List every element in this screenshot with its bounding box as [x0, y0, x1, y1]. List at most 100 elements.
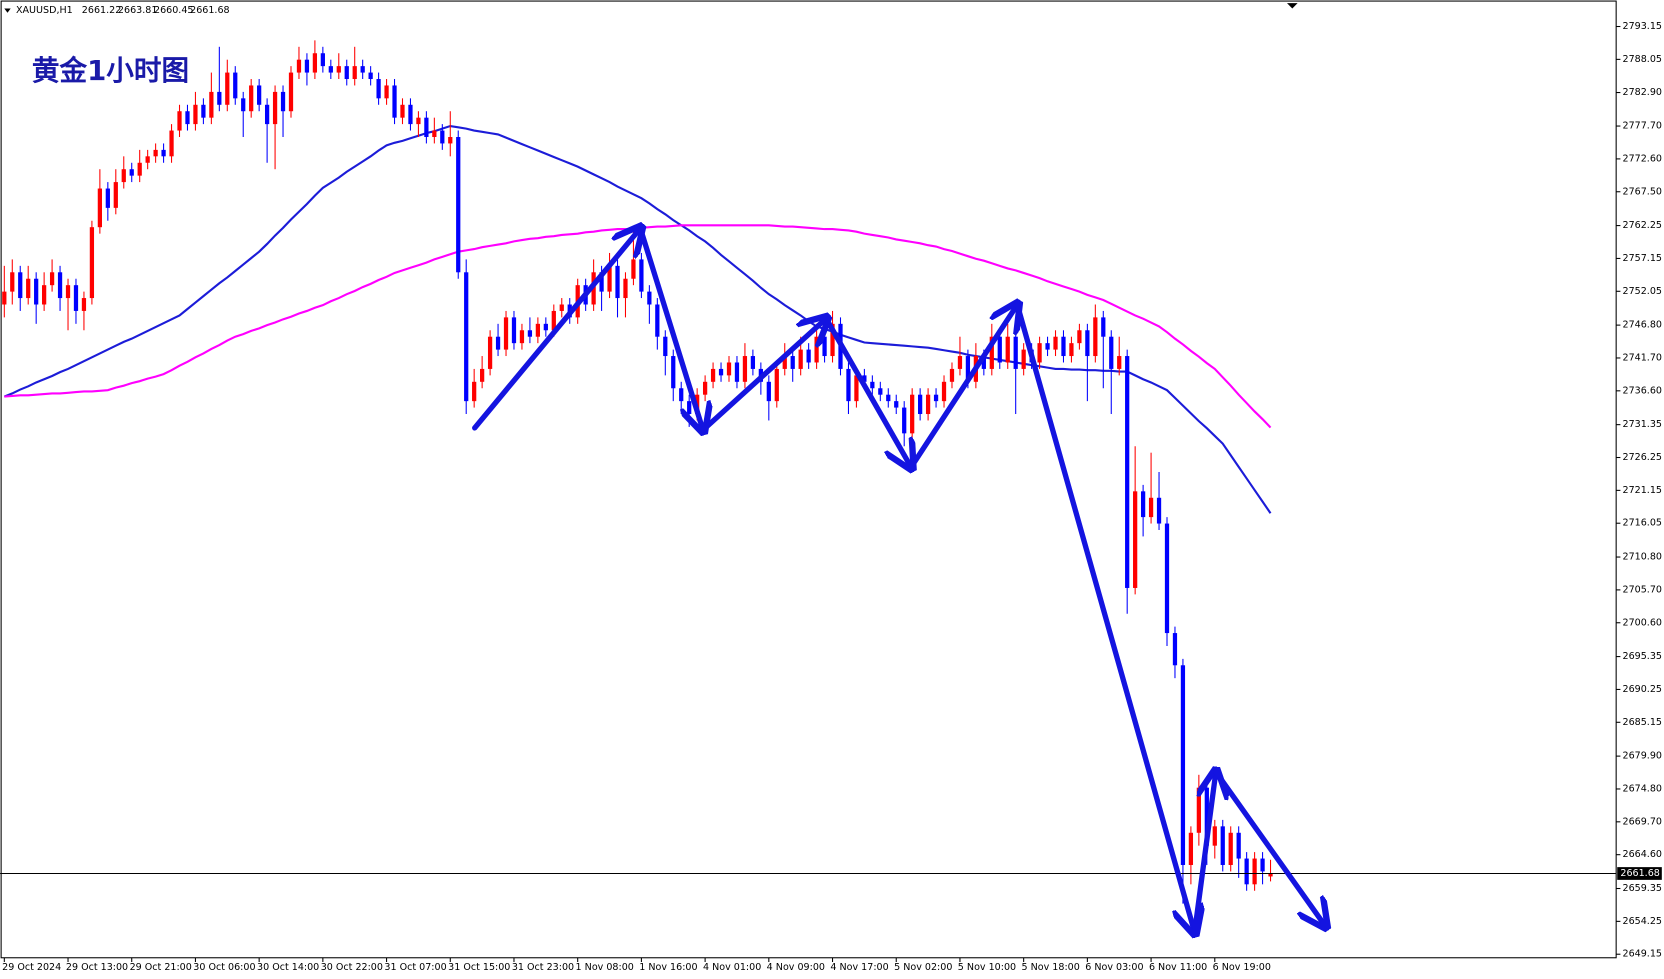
candle-body — [862, 375, 867, 382]
candle-body — [1204, 787, 1209, 846]
candle-body — [1013, 336, 1018, 369]
candle-body — [527, 330, 533, 337]
candle-body — [1101, 317, 1106, 337]
candle-body — [1220, 826, 1225, 865]
y-tick-label: 2654.25 — [1623, 916, 1662, 927]
candle-body — [981, 356, 986, 369]
arrow — [700, 319, 826, 433]
y-tick-label: 2716.05 — [1623, 518, 1662, 529]
candle-body — [886, 394, 891, 402]
candle-body — [185, 111, 190, 125]
candle-body — [368, 72, 373, 80]
y-tick-label: 2705.70 — [1623, 584, 1662, 595]
chart-title: 黄金1小时图 — [32, 54, 189, 87]
candle-body — [631, 259, 636, 279]
candle-body — [49, 272, 55, 286]
y-tick-label: 2777.70 — [1623, 121, 1662, 132]
candle-body — [97, 188, 102, 228]
candle-body — [822, 336, 827, 357]
candle-body — [902, 407, 907, 434]
candle-body — [511, 317, 517, 344]
candle-body — [655, 304, 660, 337]
candle-body — [687, 401, 692, 415]
x-tick-label: 4 Nov 09:00 — [767, 962, 825, 973]
y-tick-label: 2726.25 — [1623, 452, 1662, 463]
candle-body — [1117, 356, 1122, 369]
candle-body — [734, 362, 740, 382]
candle-body — [65, 285, 71, 299]
x-tick-label: 30 Oct 14:00 — [257, 962, 319, 973]
arrow — [1191, 772, 1216, 935]
candle-body — [34, 278, 39, 305]
candle-body — [121, 169, 126, 183]
x-tick-label: 6 Nov 19:00 — [1213, 962, 1271, 973]
x-tick-label: 29 Oct 21:00 — [130, 962, 192, 973]
candle-body — [1268, 873, 1273, 877]
header-high: 2663.81 — [118, 5, 157, 16]
y-tick-label: 2664.60 — [1623, 849, 1662, 860]
candle-body — [1188, 832, 1194, 865]
axes: 2793.15 2788.05 2782.90 2777.70 2772.60 2767.… — [2, 21, 1662, 973]
header-close: 2661.68 — [190, 5, 229, 16]
x-tick-label: 6 Nov 03:00 — [1085, 962, 1143, 973]
candle-body — [894, 401, 899, 408]
candle-body — [718, 368, 724, 376]
candle-body — [1069, 343, 1074, 357]
candle-body — [89, 227, 95, 299]
y-tick-label: 2736.60 — [1623, 385, 1662, 396]
candle-body — [1021, 349, 1026, 369]
candle-body — [424, 117, 429, 137]
candle-body — [161, 149, 166, 157]
y-tick-label: 2690.25 — [1623, 684, 1662, 695]
y-tick-label: 2679.90 — [1623, 751, 1662, 762]
candle-body — [10, 272, 15, 292]
y-tick-label: 2752.05 — [1623, 286, 1662, 297]
x-tick-label: 29 Oct 13:00 — [66, 962, 128, 973]
arrow — [1213, 769, 1325, 926]
y-tick-label: 2710.80 — [1623, 552, 1662, 563]
y-tick-label: 2731.35 — [1623, 419, 1662, 430]
candle-body — [742, 356, 748, 382]
candle-body — [599, 272, 604, 292]
candle-body — [543, 323, 548, 331]
candle-body — [798, 349, 803, 369]
candle-body — [328, 66, 333, 73]
candle-body — [495, 336, 501, 350]
candle-body — [264, 104, 270, 125]
header-open: 2661.22 — [82, 5, 121, 16]
y-tick-label: 2772.60 — [1623, 153, 1662, 164]
candle-body — [464, 272, 469, 402]
candle-body — [480, 368, 485, 382]
candle-body — [639, 259, 644, 292]
candle-body — [870, 381, 875, 389]
candle-body — [416, 117, 421, 125]
candle-body — [535, 323, 540, 337]
x-tick-label: 30 Oct 22:00 — [321, 962, 383, 973]
candle-body — [710, 368, 716, 382]
y-tick-label: 2762.25 — [1623, 220, 1662, 231]
y-tick-label: 2782.90 — [1623, 87, 1662, 98]
candle-body — [352, 66, 357, 80]
candle-body — [965, 356, 971, 382]
candle-body — [846, 368, 851, 402]
candle-body — [1037, 343, 1042, 363]
x-tick-label: 6 Nov 11:00 — [1149, 962, 1207, 973]
candle-body — [217, 91, 222, 105]
candle-body — [288, 72, 294, 112]
candle-body — [249, 85, 254, 112]
arrow — [908, 305, 1017, 470]
candle-body — [81, 298, 87, 311]
candle-body — [941, 381, 947, 402]
candle-body — [1085, 330, 1090, 357]
candle-body — [169, 130, 174, 157]
x-tick-label: 30 Oct 06:00 — [193, 962, 255, 973]
candle-body — [280, 91, 286, 112]
arrow — [1014, 302, 1194, 933]
candle-body — [933, 394, 939, 402]
arrow — [637, 225, 703, 430]
candle-body — [129, 169, 134, 176]
candle-body — [153, 149, 158, 157]
x-tick-label: 31 Oct 15:00 — [448, 962, 510, 973]
candle-body — [949, 368, 955, 382]
